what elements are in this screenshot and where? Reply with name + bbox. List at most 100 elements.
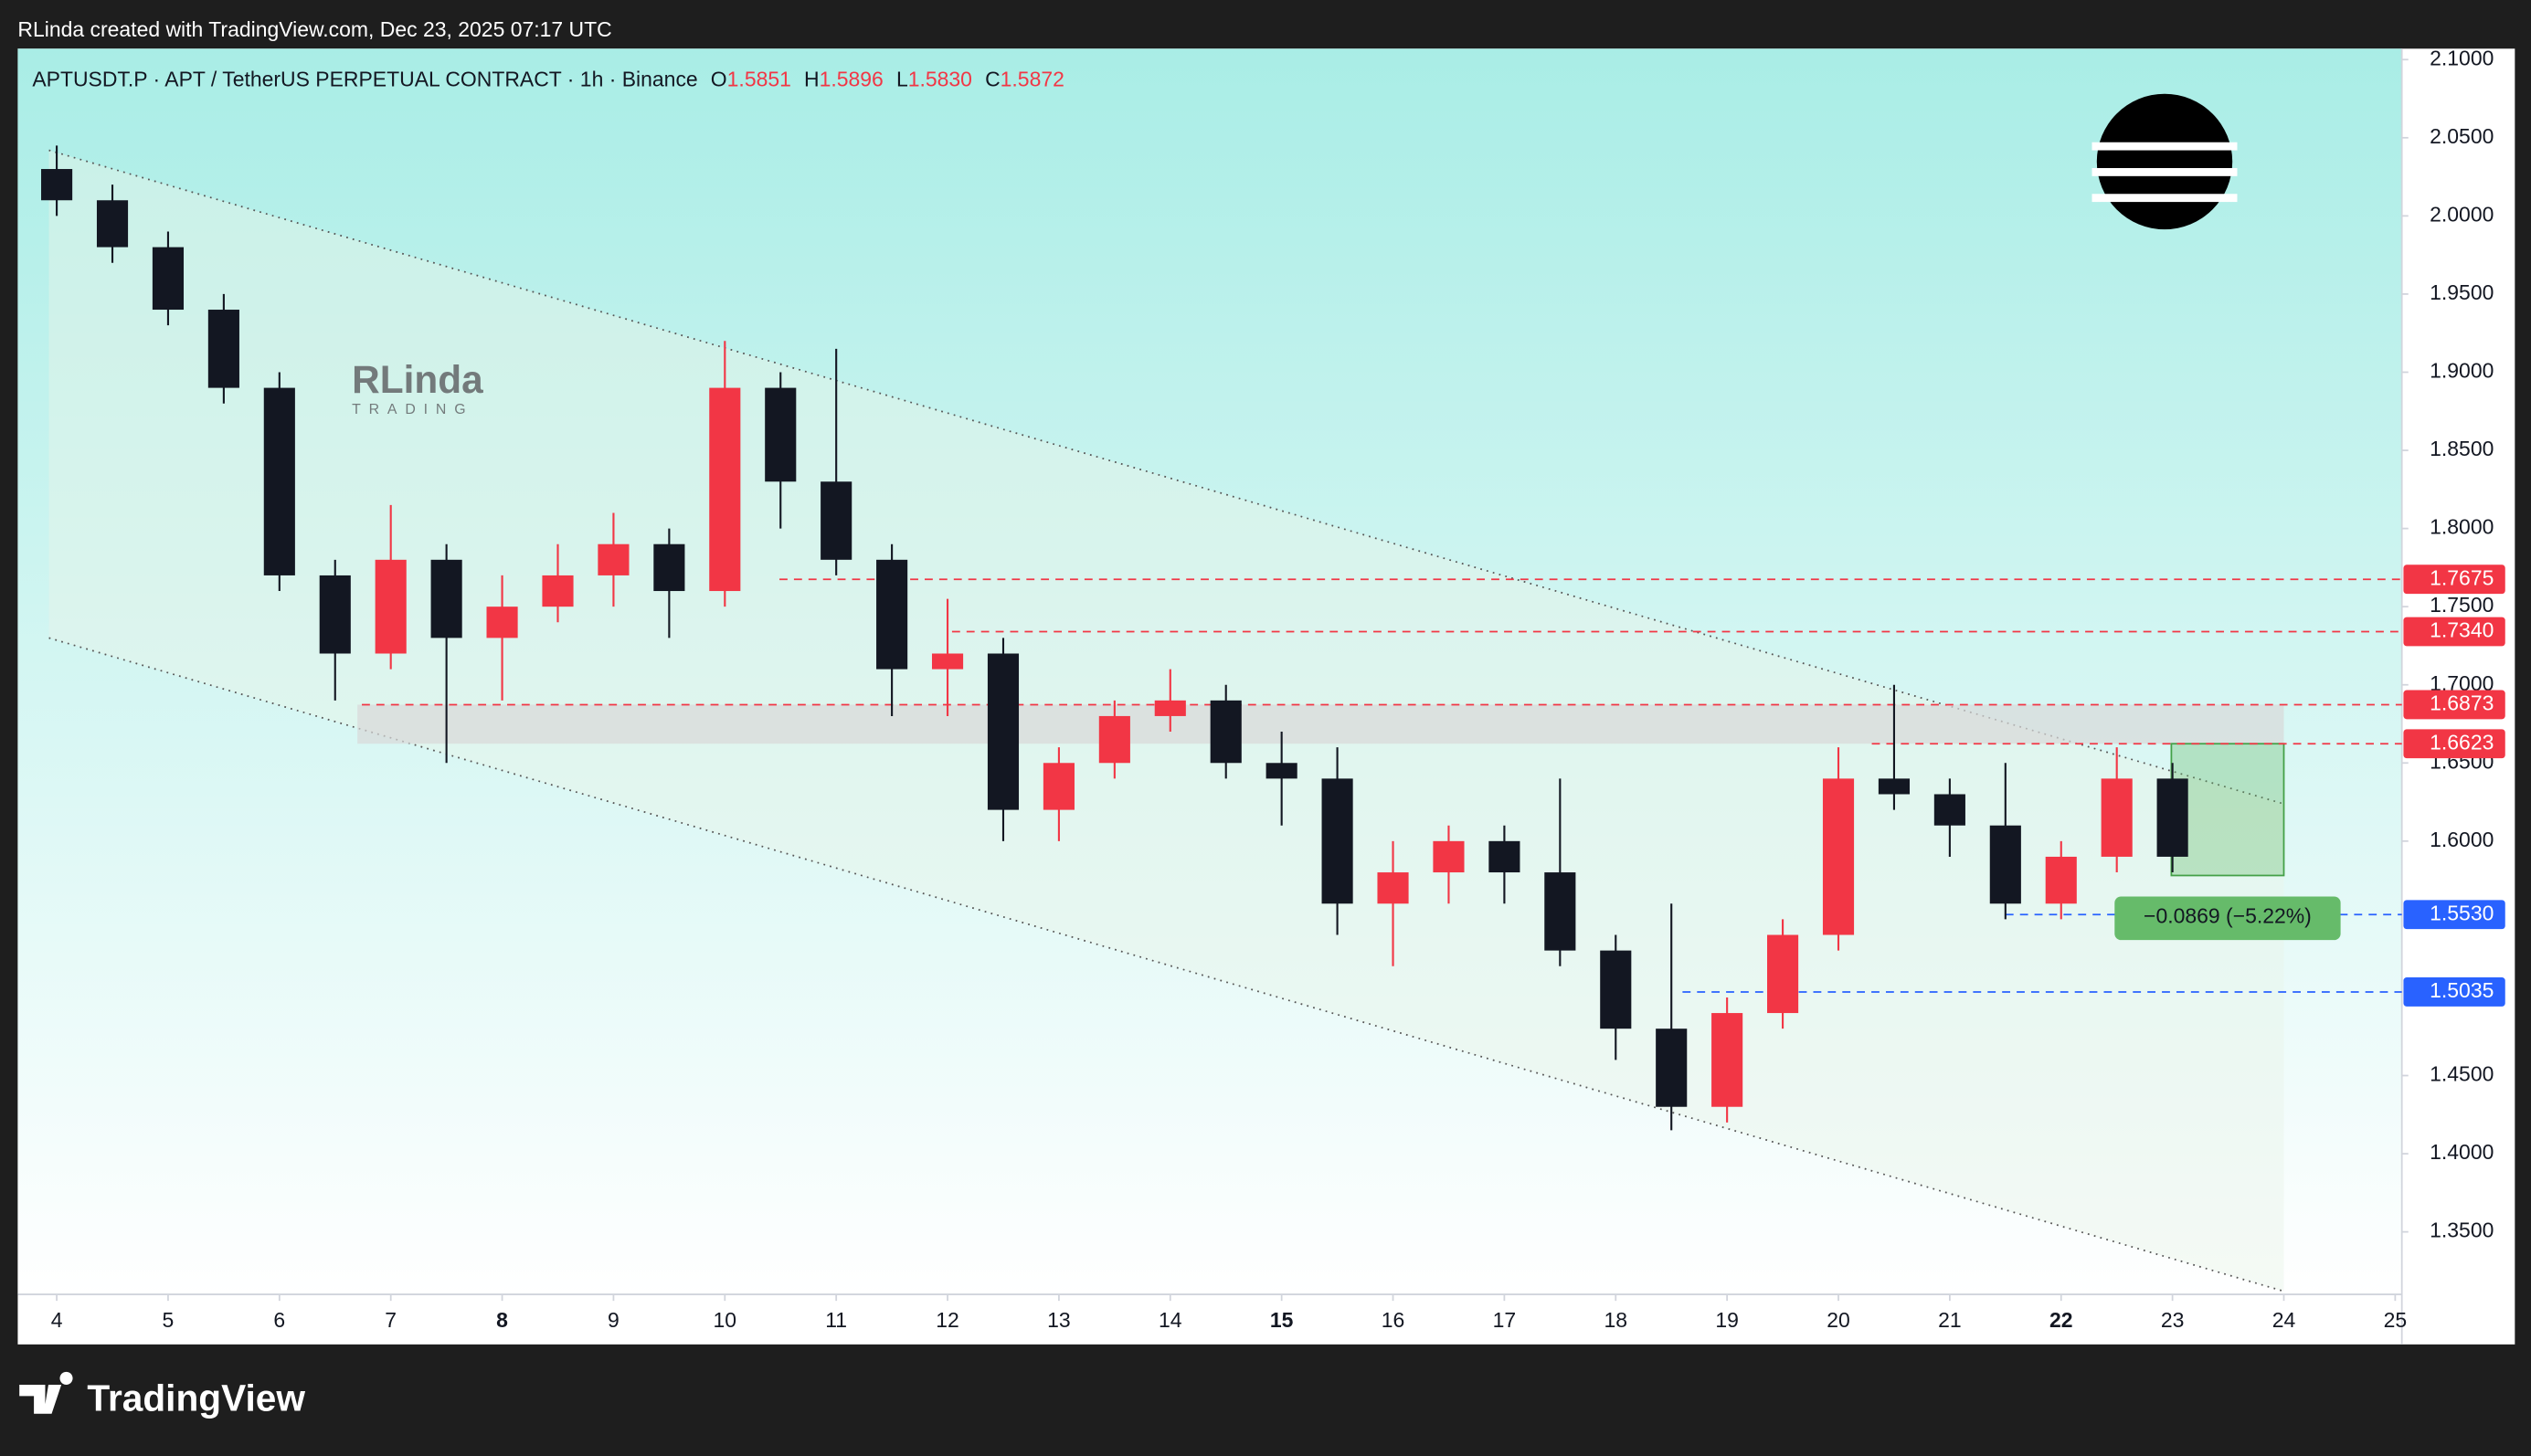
watermark-name: RLinda — [352, 358, 483, 401]
y-tick-label: 1.8000 — [2430, 515, 2494, 539]
symbol-line: APTUSDT.P · APT / TetherUS PERPETUAL CON… — [32, 68, 1064, 91]
candle-body — [207, 310, 239, 388]
channel-line — [48, 637, 2284, 1292]
price-label: 1.5530 — [2430, 901, 2494, 924]
candle-body — [709, 387, 741, 592]
candle-body — [41, 169, 73, 201]
candle-body — [1377, 872, 1409, 904]
candle-body — [653, 543, 685, 592]
y-tick-label: 2.0500 — [2430, 124, 2494, 148]
y-tick-label: 1.7500 — [2430, 593, 2494, 617]
x-tick-label: 21 — [1938, 1308, 1962, 1332]
x-tick-label: 22 — [2049, 1308, 2073, 1332]
candle-body — [598, 543, 630, 575]
candle-body — [1600, 950, 1632, 1029]
ohlc-value: 1.5851 — [727, 68, 791, 91]
y-tick-label: 1.9000 — [2430, 359, 2494, 383]
price-label-box — [2403, 729, 2505, 759]
ohlc-value: 1.5830 — [908, 68, 972, 91]
price-label: 1.7675 — [2430, 565, 2494, 589]
x-tick-label: 10 — [714, 1308, 737, 1332]
candle-body — [1321, 778, 1353, 904]
price-label: 1.5035 — [2430, 978, 2494, 1002]
measure-label: −0.0869 (−5.22%) — [2144, 903, 2312, 927]
credit: RLinda created with TradingView.com, Dec… — [17, 17, 611, 41]
x-tick-label: 20 — [1827, 1308, 1850, 1332]
candle-body — [2045, 856, 2077, 904]
price-label: 1.6623 — [2430, 730, 2494, 754]
price-label: 1.7340 — [2430, 618, 2494, 642]
x-tick-label: 25 — [2384, 1308, 2408, 1332]
x-tick-label: 12 — [936, 1308, 959, 1332]
candle-body — [486, 607, 518, 638]
price-label: 1.6873 — [2430, 691, 2494, 715]
aptos-logo — [2092, 93, 2238, 230]
x-tick-label: 9 — [608, 1308, 620, 1332]
rlinda-watermark: RLinda TRADING — [352, 358, 483, 417]
candle-body — [1878, 778, 1911, 795]
x-tick-label: 17 — [1493, 1308, 1517, 1332]
price-label-box — [2403, 977, 2505, 1007]
candle-body — [2156, 778, 2188, 857]
y-tick-label: 1.3500 — [2430, 1219, 2494, 1242]
candle-body — [1822, 778, 1855, 935]
footer: TradingView — [19, 1371, 305, 1419]
symbol: APTUSDT.P · APT / TetherUS PERPETUAL CON… — [32, 68, 697, 91]
candle-body — [1488, 840, 1520, 873]
y-tick-label: 1.9500 — [2430, 280, 2494, 304]
zone — [357, 704, 2284, 744]
candle-body — [1433, 840, 1465, 873]
candle-body — [931, 653, 964, 670]
price-label-box — [2403, 900, 2505, 930]
ohlc-value: 1.5896 — [820, 68, 884, 91]
x-tick-label: 24 — [2272, 1308, 2296, 1332]
candle-body — [821, 481, 852, 560]
ohlc-value: 1.5872 — [1001, 68, 1064, 91]
candle-body — [1656, 1029, 1688, 1107]
y-tick-label: 1.4500 — [2430, 1062, 2494, 1086]
candle-body — [765, 387, 797, 482]
x-tick-label: 23 — [2161, 1308, 2185, 1332]
candle-body — [1210, 700, 1242, 764]
candle-body — [152, 247, 185, 311]
price-label-box — [2403, 690, 2505, 720]
brand: TradingView — [87, 1377, 305, 1419]
price-label-box — [2403, 617, 2505, 647]
ohlc-key: H — [804, 68, 820, 91]
measure-label-box — [2114, 896, 2341, 941]
candle-body — [1154, 700, 1186, 716]
candle-body — [876, 559, 908, 670]
x-tick-label: 6 — [273, 1308, 285, 1332]
x-tick-label: 15 — [1270, 1308, 1294, 1332]
candle-body — [430, 559, 462, 638]
y-tick-label: 1.4000 — [2430, 1140, 2494, 1164]
x-tick-label: 19 — [1715, 1308, 1739, 1332]
x-tick-label: 14 — [1159, 1308, 1182, 1332]
candle-body — [1098, 715, 1130, 764]
measure-box — [2170, 743, 2285, 877]
x-tick-label: 18 — [1604, 1308, 1628, 1332]
ohlc-key: C — [985, 68, 1001, 91]
plot-background — [17, 48, 2402, 1295]
candle-body — [1767, 934, 1799, 1014]
watermark-sub: TRADING — [352, 402, 473, 417]
x-tick-label: 13 — [1047, 1308, 1071, 1332]
x-tick-label: 5 — [163, 1308, 175, 1332]
candle-body — [96, 200, 129, 248]
y-tick-label: 2.0000 — [2430, 202, 2494, 226]
candle-body — [1711, 1013, 1743, 1107]
candle-body — [1544, 872, 1576, 951]
y-tick-label: 2.1000 — [2430, 46, 2494, 69]
x-tick-label: 11 — [825, 1308, 847, 1332]
channel-line — [48, 149, 2284, 805]
x-tick-label: 8 — [496, 1308, 508, 1332]
candle-body — [1266, 763, 1297, 779]
ohlc-key: O — [711, 68, 727, 91]
x-tick-label: 4 — [51, 1308, 63, 1332]
candle-body — [987, 653, 1020, 810]
candle-body — [542, 575, 574, 607]
ohlc-key: L — [896, 68, 908, 91]
x-tick-label: 16 — [1382, 1308, 1405, 1332]
